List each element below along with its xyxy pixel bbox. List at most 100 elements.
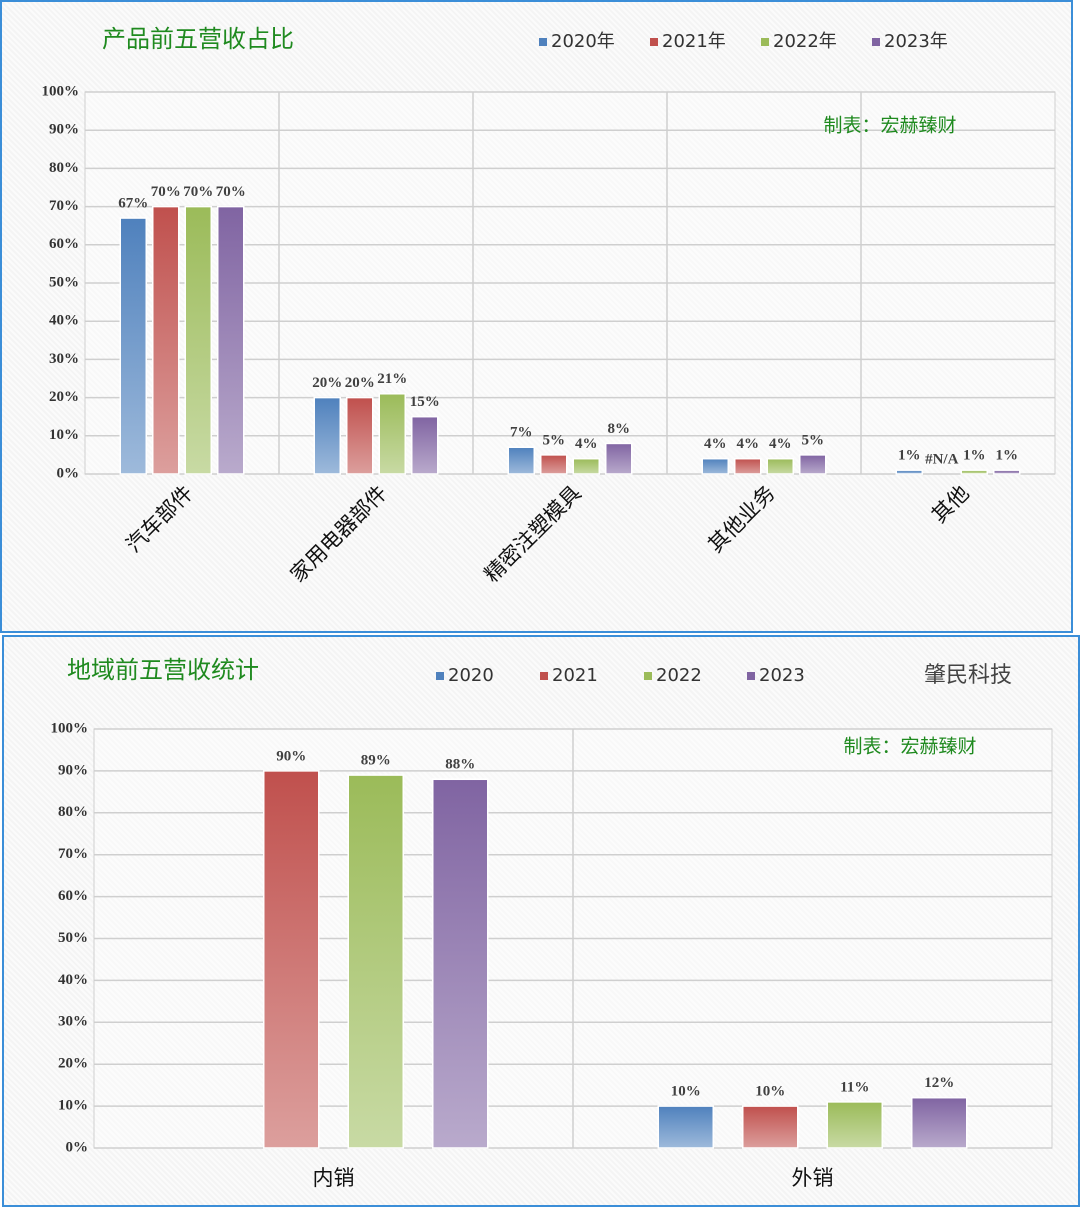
y-tick-label: 60% xyxy=(58,888,88,904)
x-tick-label: 外销 xyxy=(792,1166,834,1190)
y-tick-label: 30% xyxy=(58,1014,88,1030)
data-label: 20% xyxy=(345,375,375,391)
legend-swatch xyxy=(539,38,547,46)
y-tick-label: 20% xyxy=(58,1056,88,1072)
y-tick-label: 100% xyxy=(42,83,80,99)
data-label: 10% xyxy=(755,1084,785,1100)
x-tick-label: 精密注塑模具 xyxy=(480,481,586,587)
y-tick-label: 30% xyxy=(49,351,79,367)
bar xyxy=(346,396,374,475)
data-label: 88% xyxy=(445,757,475,773)
legend-label: 2023年 xyxy=(884,31,948,52)
data-label: 10% xyxy=(671,1084,701,1100)
data-label: 21% xyxy=(377,371,407,387)
legend-label: 2023 xyxy=(759,665,805,686)
y-tick-label: 40% xyxy=(58,972,88,988)
data-label: #N/A xyxy=(925,451,959,467)
data-label: 70% xyxy=(183,184,213,200)
y-tick-label: 20% xyxy=(49,389,79,405)
bar xyxy=(184,205,212,475)
bar xyxy=(742,1105,799,1149)
data-label: 11% xyxy=(840,1079,869,1095)
data-label: 7% xyxy=(510,425,533,441)
annotation: 制表：宏赫臻财 xyxy=(823,115,956,137)
legend-swatch xyxy=(872,38,880,46)
legend-swatch xyxy=(540,672,548,680)
bar xyxy=(993,469,1021,475)
data-label: 4% xyxy=(704,436,727,452)
bar xyxy=(657,1105,714,1149)
legend-label: 2020年 xyxy=(551,31,615,52)
legend-label: 2020 xyxy=(448,665,494,686)
y-tick-label: 70% xyxy=(58,846,88,862)
y-tick-label: 10% xyxy=(49,427,79,443)
data-label: 5% xyxy=(802,432,825,448)
bar xyxy=(911,1096,968,1149)
annotation: 肇民科技 xyxy=(924,663,1012,688)
data-label: 4% xyxy=(737,436,760,452)
bar xyxy=(701,457,729,475)
x-tick-label: 家用电器部件 xyxy=(286,481,392,587)
bar xyxy=(432,778,489,1149)
chart-title: 地域前五营收统计 xyxy=(67,656,259,684)
legend-label: 2021年 xyxy=(662,31,726,52)
data-label: 70% xyxy=(216,184,246,200)
y-tick-label: 70% xyxy=(49,198,79,214)
bar xyxy=(152,205,180,475)
annotation: 制表：宏赫臻财 xyxy=(843,736,976,758)
bar xyxy=(540,454,568,475)
y-tick-label: 0% xyxy=(57,465,80,481)
data-label: 90% xyxy=(276,748,306,764)
data-label: 12% xyxy=(924,1075,954,1091)
bar xyxy=(507,446,535,475)
data-label: 15% xyxy=(410,394,440,410)
chart-panel: 0% 10% 20% 30% 40% 50% 60% 70% 80% 90% 100% 地域前五营收统… xyxy=(2,635,1080,1207)
data-label: 1% xyxy=(996,448,1019,464)
data-label: 8% xyxy=(608,421,631,437)
data-label: 4% xyxy=(769,436,792,452)
bar xyxy=(605,442,633,475)
bar xyxy=(734,457,762,475)
y-tick-label: 50% xyxy=(49,274,79,290)
y-tick-label: 90% xyxy=(58,762,88,778)
data-label: 5% xyxy=(543,432,566,448)
chart-panel: 0% 10% 20% 30% 40% 50% 60% 70% 80% 90% 100% 产品前五营收占… xyxy=(0,0,1073,633)
data-label: 1% xyxy=(963,448,986,464)
bar xyxy=(766,457,794,475)
bar xyxy=(263,770,320,1149)
bar xyxy=(799,454,827,475)
bar xyxy=(960,469,988,475)
bar xyxy=(378,393,406,475)
data-label: 70% xyxy=(151,184,181,200)
chart: 0% 10% 20% 30% 40% 50% 60% 70% 80% 90% 100% 产品前五营收占… xyxy=(42,25,1056,587)
y-tick-label: 10% xyxy=(58,1098,88,1114)
legend-swatch xyxy=(747,672,755,680)
x-tick-label: 内销 xyxy=(313,1166,355,1190)
data-label: 20% xyxy=(312,375,342,391)
data-label: 67% xyxy=(118,195,148,211)
y-tick-label: 60% xyxy=(49,236,79,252)
legend-swatch xyxy=(650,38,658,46)
bar xyxy=(347,774,404,1149)
bar xyxy=(572,457,600,475)
chart: 0% 10% 20% 30% 40% 50% 60% 70% 80% 90% 100% 地域前五营收统… xyxy=(51,656,1053,1190)
y-tick-label: 80% xyxy=(49,160,79,176)
data-label: 4% xyxy=(575,436,598,452)
x-tick-label: 汽车部件 xyxy=(121,481,197,557)
x-tick-label: 其他业务 xyxy=(703,481,779,557)
y-tick-label: 90% xyxy=(49,122,79,138)
legend-label: 2022年 xyxy=(773,31,837,52)
legend-swatch xyxy=(436,672,444,680)
bar xyxy=(217,205,245,475)
legend-swatch xyxy=(761,38,769,46)
data-label: 89% xyxy=(361,753,391,769)
legend-label: 2022 xyxy=(656,665,702,686)
y-tick-label: 80% xyxy=(58,804,88,820)
data-label: 1% xyxy=(898,448,921,464)
y-tick-label: 40% xyxy=(49,313,79,329)
x-tick-label: 其他 xyxy=(927,481,974,528)
y-tick-label: 50% xyxy=(58,930,88,946)
chart-title: 产品前五营收占比 xyxy=(102,25,294,53)
bar xyxy=(895,469,923,475)
